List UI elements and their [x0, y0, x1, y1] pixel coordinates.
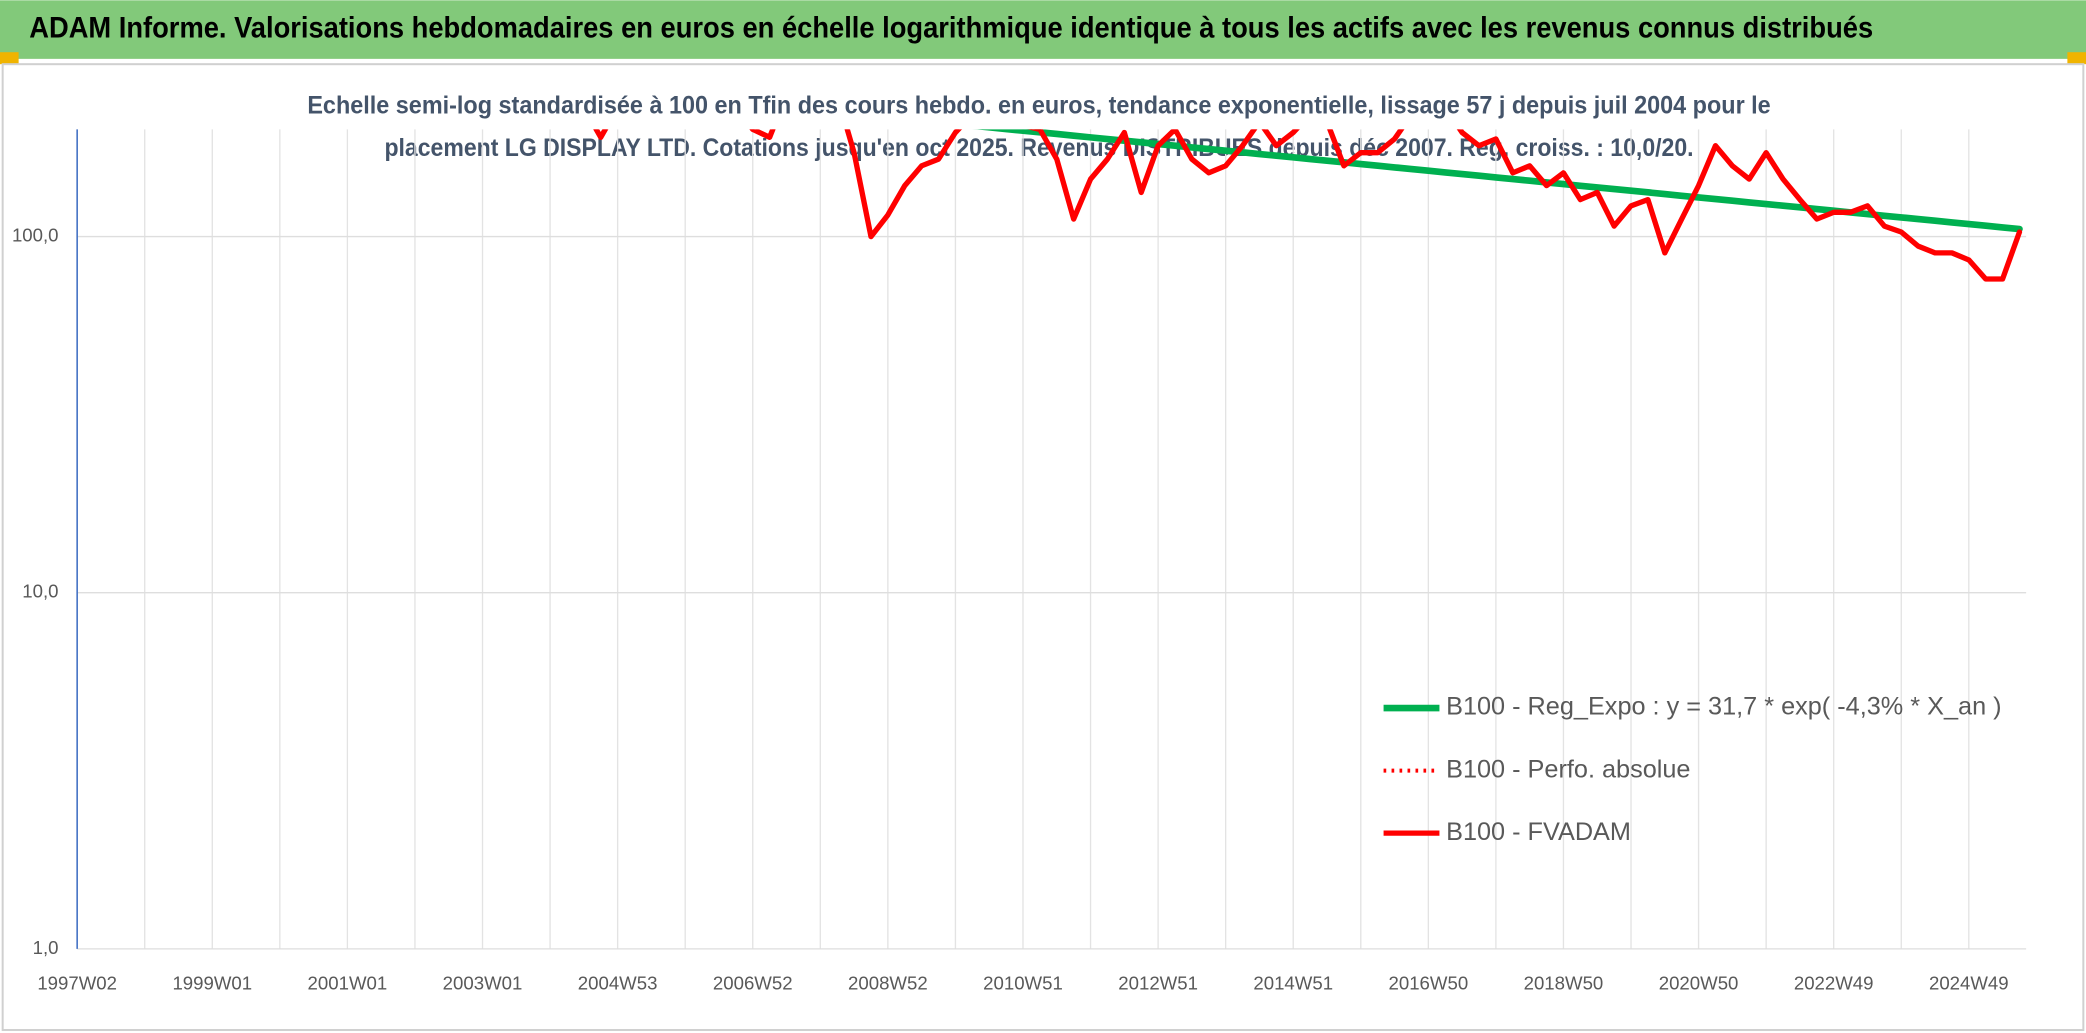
x-tick-label: 2020W50 [1659, 973, 1739, 994]
legend-label: B100 - FVADAM [1446, 818, 1631, 846]
corner-mark [0, 52, 19, 65]
x-tick-label: 2022W49 [1794, 973, 1874, 994]
x-tick-label: 2003W01 [443, 973, 523, 994]
corner-mark [2067, 52, 2086, 65]
legend-label: B100 - Perfo. absolue [1446, 755, 1690, 783]
y-tick-label: 1,0 [33, 937, 59, 958]
x-tick-label: 2006W52 [713, 973, 793, 994]
x-tick-label: 2001W01 [308, 973, 388, 994]
chart-title: ADAM Informe. Valorisations hebdomadaire… [29, 12, 1873, 44]
header-bar [0, 0, 2086, 59]
y-tick-label: 100,0 [12, 224, 59, 245]
series-line [593, 129, 2023, 282]
x-tick-label: 2024W49 [1929, 973, 2009, 994]
plot-area [593, 129, 2023, 282]
chart-subtitle: Echelle semi-log standardisée à 100 en T… [307, 91, 1770, 119]
x-tick-label: 1997W02 [37, 973, 117, 994]
x-tick-label: 2012W51 [1118, 973, 1198, 994]
x-tick-label: 1999W01 [172, 973, 252, 994]
legend-label: B100 - Reg_Expo : y = 31,7 * exp( -4,3% … [1446, 693, 2001, 721]
x-tick-label: 2008W52 [848, 973, 928, 994]
x-tick-label: 2018W50 [1524, 973, 1604, 994]
y-tick-label: 10,0 [22, 581, 58, 602]
x-tick-label: 2014W51 [1253, 973, 1333, 994]
axes: 1997W02 1999W01 2001W01 2003W01 2004W53 2006W… [12, 129, 2009, 994]
x-tick-label: 2010W51 [983, 973, 1063, 994]
legend: B100 - Reg_Expo : y = 31,7 * exp( -4,3% … [1383, 693, 2002, 846]
x-tick-label: 2004W53 [578, 973, 658, 994]
x-tick-label: 2016W50 [1389, 973, 1469, 994]
chart-border [1, 63, 2085, 1032]
